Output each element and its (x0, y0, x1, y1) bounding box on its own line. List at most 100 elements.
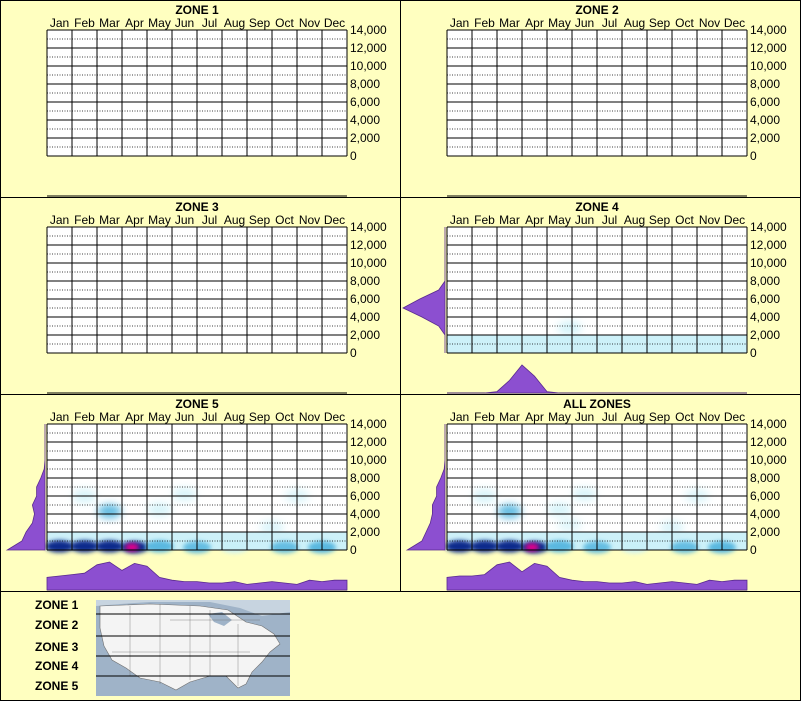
month-label: Mar (99, 410, 120, 424)
month-label: Apr (525, 410, 544, 424)
heat-cell (470, 540, 499, 553)
map-lakes (208, 612, 232, 626)
y-tick-label: 0 (350, 149, 357, 163)
month-label: Oct (275, 410, 294, 424)
heat-cell (445, 540, 474, 553)
heat-hotspot (125, 543, 139, 552)
y-tick-label: 8,000 (750, 77, 780, 91)
y-tick-label: 14,000 (350, 417, 387, 431)
heat-cell (145, 540, 174, 553)
y-tick-label: 2,000 (350, 525, 380, 539)
month-label: Oct (675, 16, 694, 30)
y-tick-label: 12,000 (350, 238, 387, 252)
y-tick-label: 2,000 (750, 131, 780, 145)
y-tick-label: 4,000 (750, 507, 780, 521)
y-tick-label: 0 (350, 346, 357, 360)
y-tick-label: 8,000 (350, 274, 380, 288)
chart-title: ZONE 1 (175, 3, 219, 17)
month-label: May (148, 213, 171, 227)
y-tick-label: 12,000 (750, 435, 787, 449)
y-tick-label: 4,000 (350, 310, 380, 324)
y-tick-label: 12,000 (750, 238, 787, 252)
month-label: Aug (624, 410, 645, 424)
month-label: Apr (125, 410, 144, 424)
month-label: Jan (50, 16, 69, 30)
month-label: May (548, 213, 571, 227)
month-label: Jun (575, 213, 594, 227)
month-label: Dec (324, 213, 345, 227)
y-tick-label: 10,000 (750, 256, 787, 270)
y-tick-label: 8,000 (750, 274, 780, 288)
month-label: Feb (474, 16, 495, 30)
y-tick-label: 14,000 (350, 23, 387, 37)
y-tick-label: 0 (750, 543, 757, 557)
heat-cell (545, 540, 574, 553)
month-label: Oct (675, 410, 694, 424)
month-label: Jan (450, 16, 469, 30)
month-label: Mar (99, 16, 120, 30)
month-label: Feb (74, 16, 95, 30)
map-canada (96, 600, 290, 616)
month-label: Aug (624, 213, 645, 227)
month-label: Aug (224, 213, 245, 227)
elevation-profile (5, 424, 46, 551)
month-label: Oct (275, 16, 294, 30)
month-label: Feb (474, 410, 495, 424)
month-label: Aug (224, 16, 245, 30)
legend-zone-5-label: ZONE 5 (35, 679, 79, 693)
chart-title: ZONE 3 (175, 200, 219, 214)
chart-title: ZONE 2 (575, 3, 619, 17)
heat-cell (172, 487, 197, 502)
chart-title: ZONE 4 (575, 200, 619, 214)
month-label: Mar (499, 410, 520, 424)
y-tick-label: 6,000 (350, 292, 380, 306)
y-tick-label: 6,000 (750, 292, 780, 306)
month-profile (46, 561, 348, 591)
heat-cell (147, 502, 172, 517)
month-label: Jun (575, 16, 594, 30)
month-label: Dec (724, 213, 745, 227)
y-tick-label: 10,000 (350, 453, 387, 467)
month-label: Jan (50, 410, 69, 424)
month-label: Jul (202, 16, 217, 30)
y-tick-label: 10,000 (350, 59, 387, 73)
y-tick-label: 12,000 (750, 41, 787, 55)
month-label: Apr (525, 213, 544, 227)
y-tick-label: 8,000 (350, 77, 380, 91)
heat-cell (220, 541, 249, 554)
month-label: Mar (99, 213, 120, 227)
y-tick-label: 12,000 (350, 41, 387, 55)
month-label: Dec (724, 410, 745, 424)
heat-cell (270, 541, 299, 554)
y-tick-label: 14,000 (350, 220, 387, 234)
y-tick-label: 6,000 (350, 95, 380, 109)
y-tick-label: 4,000 (350, 507, 380, 521)
y-tick-label: 10,000 (750, 59, 787, 73)
month-label: Dec (324, 16, 345, 30)
month-label: Apr (525, 16, 544, 30)
month-label: Jul (602, 410, 617, 424)
month-label: Jul (602, 213, 617, 227)
y-tick-label: 4,000 (750, 310, 780, 324)
heat-cell (670, 541, 699, 554)
panel-zone-3: ZONE 3 Jan Feb Mar Apr May Jun Jul Aug Sep Oct Nov D… (0, 197, 401, 395)
y-tick-label: 14,000 (750, 417, 787, 431)
heat-cell (97, 504, 122, 519)
month-label: Jul (202, 410, 217, 424)
month-label: Dec (324, 410, 345, 424)
heat-cell (547, 502, 572, 517)
month-label: Jun (575, 410, 594, 424)
month-label: Aug (624, 16, 645, 30)
y-tick-label: 2,000 (750, 328, 780, 342)
month-label: Jan (450, 410, 469, 424)
y-tick-label: 2,000 (750, 525, 780, 539)
month-label: Jun (175, 410, 194, 424)
heat-cell (572, 487, 597, 502)
month-label: Feb (74, 213, 95, 227)
elevation-profile (405, 424, 446, 551)
month-label: Sep (649, 410, 671, 424)
y-tick-label: 4,000 (750, 113, 780, 127)
heat-cell (95, 540, 124, 553)
legend-zone-4-label: ZONE 4 (35, 659, 79, 673)
